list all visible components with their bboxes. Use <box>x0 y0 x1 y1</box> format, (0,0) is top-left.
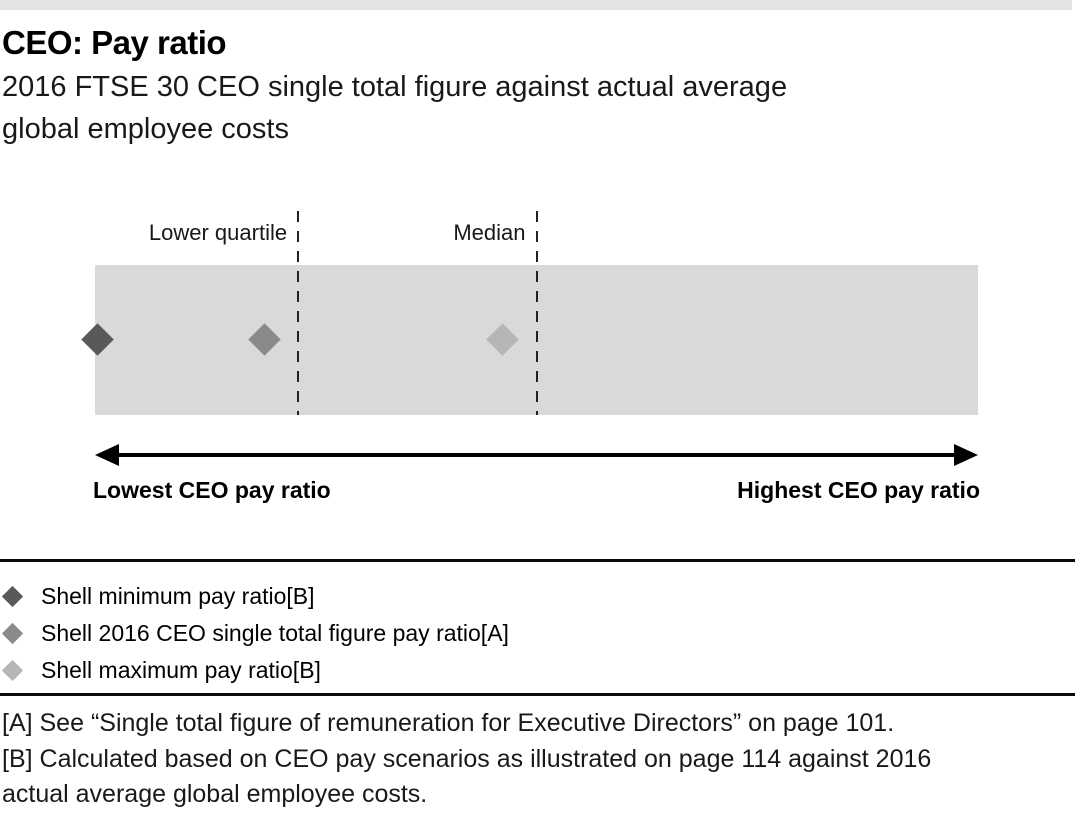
median-label: Median <box>453 220 526 245</box>
diamond-icon <box>1 585 24 608</box>
diamond-icon <box>1 659 24 682</box>
median-refline <box>535 211 538 415</box>
page-accent-bar <box>0 0 1072 10</box>
legend-item-label: Shell minimum pay ratio[B] <box>41 583 315 609</box>
axis-label-highest: Highest CEO pay ratio <box>737 477 980 503</box>
chart-subtitle: 2016 FTSE 30 CEO single total figure aga… <box>2 66 787 150</box>
legend: Shell minimum pay ratio[B] Shell 2016 CE… <box>1 578 509 689</box>
legend-item-shell-minimum: Shell minimum pay ratio[B] <box>1 578 509 615</box>
legend-item-shell-maximum: Shell maximum pay ratio[B] <box>1 652 509 689</box>
footnotes: [A] See “Single total figure of remunera… <box>2 706 931 813</box>
chart-subtitle-line1: 2016 FTSE 30 CEO single total figure aga… <box>2 71 788 103</box>
footnote-divider <box>0 693 1075 696</box>
page-title: CEO: Pay ratio <box>2 24 227 61</box>
footnote-a: [A] See “Single total figure of remunera… <box>2 709 895 737</box>
diamond-icon <box>1 622 24 645</box>
axis-label-lowest: Lowest CEO pay ratio <box>93 477 331 503</box>
footnote-b-line1: [B] Calculated based on CEO pay scenario… <box>2 744 932 773</box>
lower-quartile-refline <box>297 211 300 415</box>
lower-quartile-label: Lower quartile <box>148 220 288 245</box>
legend-item-label: Shell 2016 CEO single total figure pay r… <box>41 620 509 646</box>
axis-arrow-line <box>113 453 960 457</box>
axis-arrow-right-icon <box>954 444 978 466</box>
axis-arrow-left-icon <box>95 444 119 466</box>
legend-item-shell-ceo-single-figure: Shell 2016 CEO single total figure pay r… <box>1 615 509 652</box>
legend-item-label: Shell maximum pay ratio[B] <box>41 657 321 683</box>
chart-subtitle-line2: global employee costs <box>2 113 289 145</box>
footnote-b-line2: actual average global employee costs. <box>2 780 428 808</box>
legend-divider <box>0 559 1075 562</box>
